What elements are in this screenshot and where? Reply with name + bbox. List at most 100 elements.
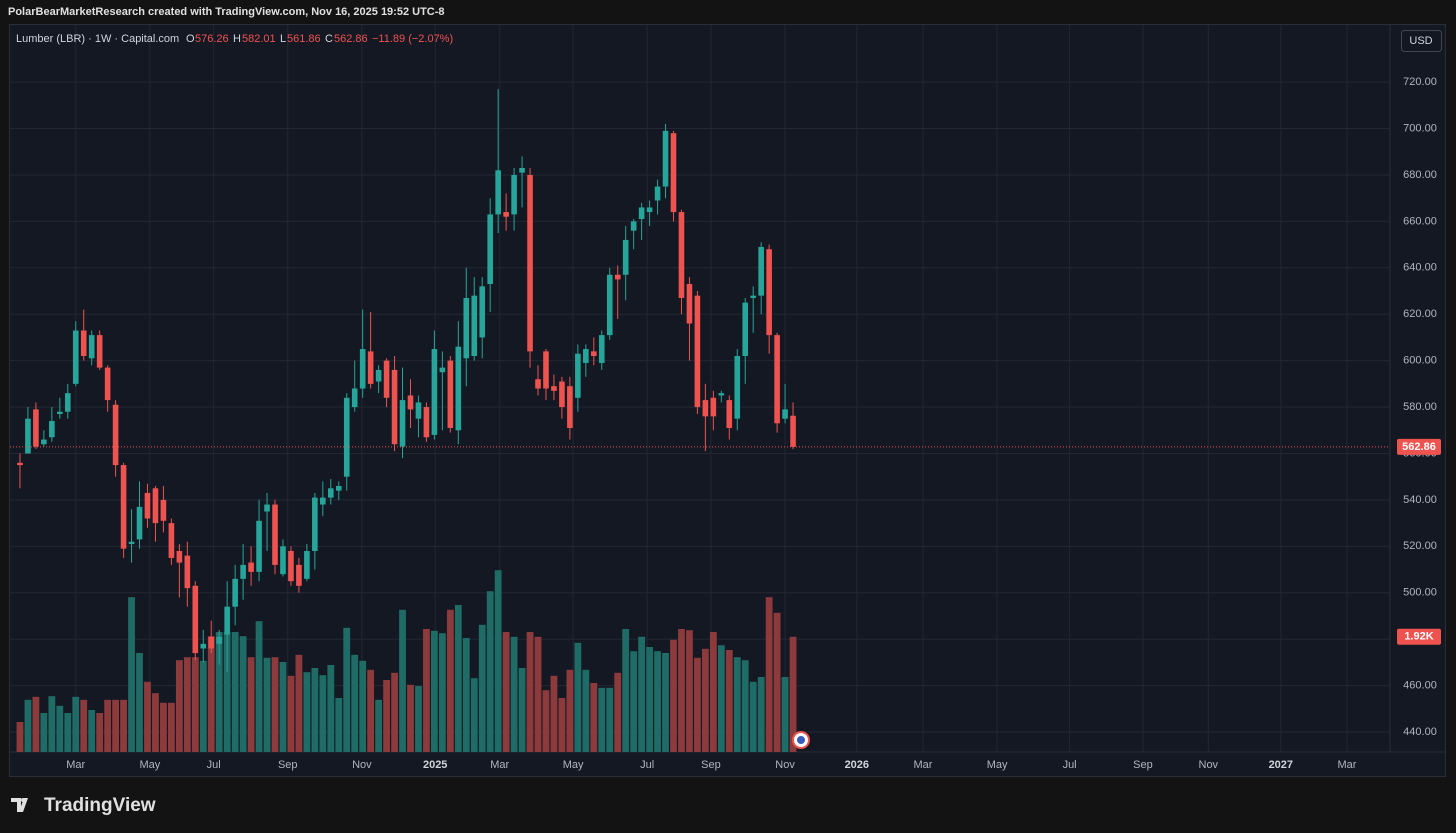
candle-body: [351, 388, 358, 408]
candle-body: [359, 349, 366, 389]
currency[interactable]: USD: [1409, 35, 1432, 47]
candle-body: [136, 506, 143, 540]
volume-bar: [32, 696, 40, 752]
x-tick-label: 2025: [423, 759, 447, 771]
candle-body: [112, 404, 119, 466]
y-tick-label: 580.00: [1403, 401, 1437, 413]
volume-bar: [606, 687, 614, 752]
volume-bar: [670, 639, 677, 752]
candle-body: [479, 286, 486, 338]
x-tick-label: 2027: [1269, 759, 1293, 771]
volume-bar: [765, 597, 773, 752]
last-volume-box: [1397, 628, 1441, 645]
volume-bar: [175, 660, 183, 752]
volume-bar: [343, 627, 351, 752]
volume-bar: [454, 605, 462, 752]
candle-body: [718, 393, 725, 396]
candle-body: [17, 462, 23, 466]
volume-bar: [263, 657, 271, 752]
candle-body: [447, 360, 454, 428]
candle-body: [598, 335, 605, 363]
candle-body: [33, 409, 39, 447]
volume-bar: [311, 668, 319, 752]
volume-bar: [741, 660, 749, 752]
volume-bar: [470, 678, 478, 752]
volume-bar: [614, 672, 622, 752]
candle-body: [407, 395, 414, 410]
candle-body: [471, 295, 478, 357]
volume-bar: [223, 632, 231, 752]
currency-button[interactable]: [1401, 30, 1442, 52]
candle-body: [144, 492, 151, 519]
volume-bar: [279, 662, 287, 752]
x-tick-label: 2026: [845, 759, 869, 771]
volume-bar: [502, 632, 510, 752]
candle-body: [559, 381, 565, 408]
y-tick-label: 700.00: [1403, 122, 1437, 134]
candle-body: [272, 504, 278, 565]
x-tick-label: Mar: [1337, 759, 1356, 771]
x-tick-label: Mar: [66, 759, 85, 771]
candle-body: [216, 636, 223, 644]
volume-bar: [16, 722, 24, 752]
volume-bar: [239, 636, 247, 752]
candle-body: [670, 133, 677, 213]
candle-body: [622, 239, 629, 275]
volume-pane: [16, 570, 797, 752]
last-price-label: 562.86: [1402, 441, 1436, 453]
volume-bar: [199, 660, 207, 752]
ohlc-key: H: [233, 33, 241, 45]
volume-bar: [96, 713, 104, 752]
volume-bar: [686, 630, 693, 752]
y-tick-label: 600.00: [1403, 355, 1437, 367]
candle-body: [312, 497, 318, 551]
candle-body: [200, 643, 207, 649]
ohlc-key: C: [325, 33, 333, 45]
candle-body: [742, 302, 749, 357]
candle-body: [25, 418, 31, 454]
volume-bar: [694, 657, 701, 752]
volume-bar: [486, 591, 494, 752]
volume-bar: [773, 612, 781, 752]
volume-bar: [319, 675, 327, 752]
x-tick-label: Sep: [701, 759, 721, 771]
volume-bar: [48, 696, 56, 752]
candle-body: [168, 523, 175, 558]
volume-bar: [367, 669, 375, 752]
candle-body: [766, 249, 772, 336]
candle-body: [702, 400, 709, 417]
candle-body: [327, 488, 334, 498]
volume-bar: [247, 657, 255, 752]
candle-body: [439, 367, 446, 373]
candle-body: [750, 295, 756, 298]
candle-body: [264, 504, 270, 512]
candle-body: [41, 439, 47, 445]
volume-bar: [542, 690, 550, 752]
candle-body: [57, 411, 63, 415]
candle-body: [399, 400, 406, 447]
volume-bar: [104, 699, 112, 752]
volume-bar: [558, 698, 566, 752]
candle-body: [790, 415, 796, 447]
volume-bar: [335, 698, 343, 752]
volume-bar: [80, 699, 88, 752]
volume-bar: [399, 609, 406, 752]
volume-bar: [128, 597, 135, 752]
y-tick-label: 460.00: [1403, 680, 1437, 692]
volume-bar: [749, 681, 757, 752]
candle-body: [88, 335, 95, 359]
x-tick-label: Sep: [278, 759, 298, 771]
candle-body: [503, 212, 509, 217]
candle-body: [686, 284, 693, 324]
volume-bar: [359, 660, 367, 752]
volume-bar: [622, 629, 630, 752]
candle-body: [463, 297, 470, 359]
event-flag-inner: [797, 736, 805, 744]
logo: TradingView: [11, 795, 156, 816]
logo-dot: [21, 798, 25, 802]
candle-body: [296, 564, 302, 586]
volume-bar: [431, 630, 438, 752]
candle-body: [431, 349, 438, 435]
ohlc-key: O: [186, 33, 195, 45]
